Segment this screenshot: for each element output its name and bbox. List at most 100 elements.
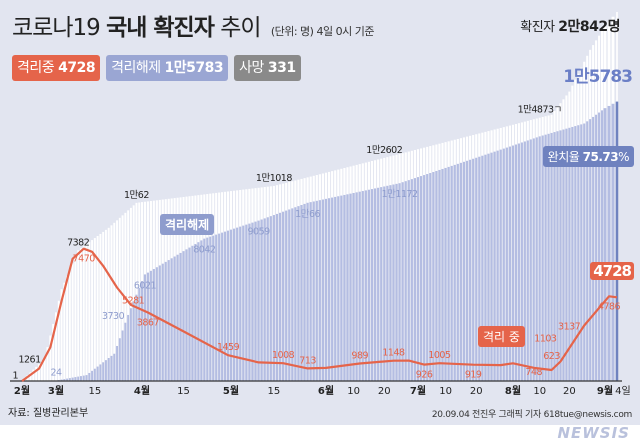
released-bar — [209, 236, 212, 381]
released-bar — [373, 188, 377, 381]
released-bar — [419, 176, 423, 381]
released-bar — [312, 201, 315, 381]
total-confirmed: 확진자 2만842명 — [520, 16, 620, 36]
released-bar — [104, 360, 107, 381]
confirmed-bar — [49, 335, 52, 381]
title-prefix: 코로나19 — [12, 15, 101, 41]
released-bar — [282, 211, 285, 381]
released-bar — [179, 252, 182, 381]
released-bar — [459, 162, 462, 381]
confirmed-bar — [121, 215, 124, 381]
x-tick-label: 10 — [533, 386, 546, 397]
released-bar — [215, 234, 218, 381]
released-bar — [140, 281, 144, 381]
released-bar — [182, 251, 185, 381]
released-bar — [562, 129, 565, 381]
released-bar — [257, 220, 260, 381]
x-tick-label: 6월 — [318, 385, 334, 397]
confirmed-bar — [104, 229, 107, 381]
released-bar — [568, 127, 571, 381]
released-bar — [132, 301, 135, 381]
released-bar — [245, 224, 248, 381]
confirmed-bar — [91, 240, 94, 381]
released-bar — [469, 159, 472, 381]
data-label: 8042 — [193, 245, 216, 256]
released-bar — [224, 231, 227, 381]
released-bar — [508, 146, 512, 381]
released-bar — [278, 212, 282, 381]
released-bar — [603, 108, 607, 381]
released-bar — [158, 265, 161, 381]
data-label: 1만62 — [124, 190, 149, 201]
confirmed-bar — [57, 300, 60, 381]
released-bar — [450, 165, 453, 381]
data-label: 1261 — [18, 355, 41, 366]
confirmed-bar — [102, 231, 105, 381]
released-bar — [124, 322, 127, 381]
released-bar — [99, 364, 102, 381]
badge-label: 사망 — [239, 60, 264, 76]
released-bar — [266, 217, 269, 381]
released-bar — [306, 202, 309, 381]
x-tick-label: 10 — [347, 386, 360, 397]
confirmed-bar — [29, 372, 32, 381]
data-label: 3867 — [137, 318, 160, 329]
released-bar — [355, 192, 358, 381]
data-label: 748 — [525, 367, 542, 378]
released-bar — [490, 152, 493, 381]
released-bar — [383, 186, 386, 381]
released-bar — [315, 200, 318, 381]
data-label: 1148 — [382, 348, 405, 359]
released-bar — [481, 155, 484, 381]
released-bar — [294, 207, 297, 381]
data-label: 1만4873ㄱ — [518, 105, 562, 116]
released-bar — [571, 126, 574, 381]
released-bar — [580, 124, 583, 381]
confirmed-bar — [63, 282, 66, 381]
x-tick-label: 15 — [268, 386, 281, 397]
released-bar — [212, 235, 215, 381]
badge-deaths: 사망 331 — [234, 55, 301, 81]
released-bar — [176, 254, 179, 381]
x-tick-label: 3월 — [48, 385, 64, 397]
released-bar — [556, 131, 559, 381]
released-bar — [517, 143, 520, 381]
released-bar — [127, 314, 130, 381]
released-bar — [300, 205, 303, 381]
x-tick-label: 20 — [378, 386, 391, 397]
title-bold: 국내 확진자 — [106, 15, 215, 41]
released-bar — [288, 209, 291, 381]
credit-note: 20.09.04 전진우 그래픽 기자 618tue@newsis.com — [431, 410, 632, 420]
released-bar — [377, 187, 380, 381]
released-bar — [170, 258, 173, 381]
released-bar — [269, 216, 272, 381]
released-bar — [526, 140, 529, 381]
x-tick-label: 20 — [470, 386, 483, 397]
x-tick-label: 8월 — [505, 385, 521, 397]
released-bar — [91, 370, 94, 381]
badge-value: 331 — [267, 60, 296, 76]
released-bar — [135, 294, 138, 381]
released-bar — [364, 190, 367, 381]
released-bar — [487, 153, 490, 381]
released-bar — [432, 172, 435, 381]
released-bar — [398, 183, 401, 381]
released-bar — [416, 177, 420, 381]
badge-value: 1만5783 — [164, 60, 224, 76]
released-bar — [138, 287, 141, 381]
data-label: 1459 — [217, 342, 240, 353]
released-bar — [520, 142, 523, 381]
confirmed-bar — [55, 312, 57, 381]
confirmed-bar — [79, 248, 82, 381]
rate-label: 완치율 — [547, 150, 580, 164]
released-bar — [514, 144, 518, 381]
released-bar — [66, 378, 69, 381]
x-tick-label: 10 — [439, 386, 452, 397]
released-bar — [93, 368, 96, 381]
released-bar — [248, 223, 251, 381]
confirmed-bar — [129, 207, 132, 381]
released-series-tag: 격리해제 — [160, 214, 215, 235]
released-bar — [389, 185, 392, 381]
released-bar — [334, 196, 337, 381]
confirmed-bar — [60, 289, 63, 381]
